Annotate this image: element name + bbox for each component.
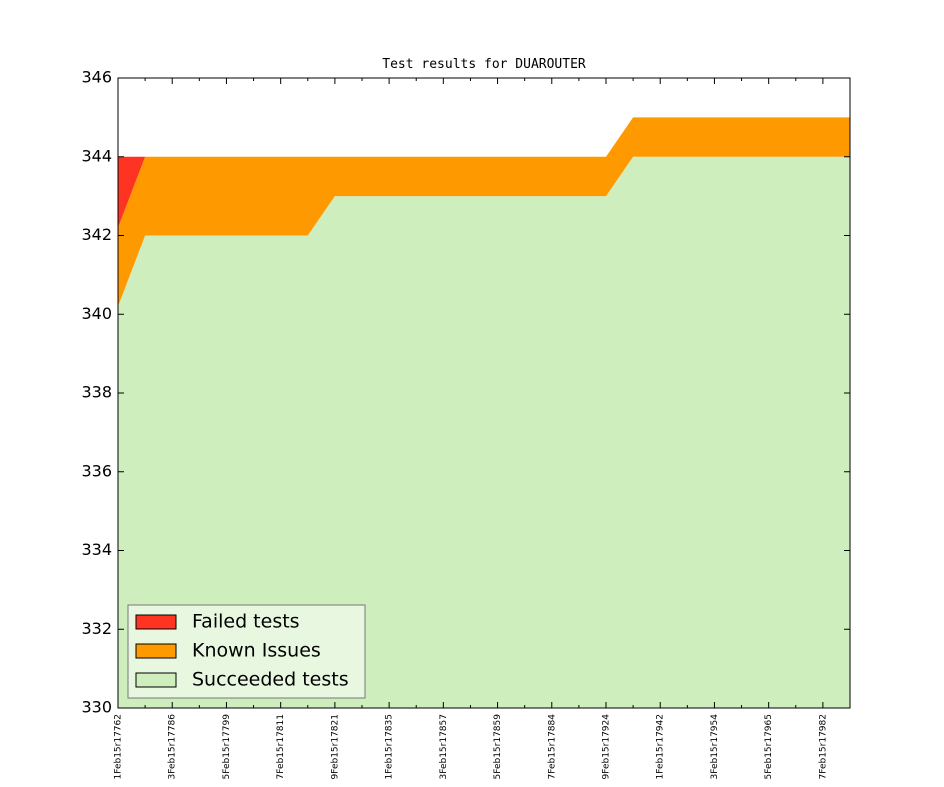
- legend-label: Failed tests: [192, 611, 300, 633]
- y-tick-label: 332: [81, 619, 112, 638]
- x-tick-label: 9Feb15r17924: [602, 714, 612, 780]
- legend-label: Succeeded tests: [192, 669, 349, 691]
- y-tick-label: 340: [81, 304, 112, 323]
- area: [118, 117, 850, 307]
- x-tick-label: 5Feb15r17799: [222, 714, 232, 780]
- y-tick-label: 336: [81, 461, 112, 480]
- chart-title: Test results for DUAROUTER: [382, 57, 586, 72]
- y-tick-label: 344: [81, 146, 112, 165]
- y-tick-label: 338: [81, 383, 112, 402]
- x-tick-label: 5Feb15r17859: [493, 714, 503, 780]
- y-tick-label: 346: [81, 68, 112, 87]
- x-tick-label: 3Feb15r17954: [710, 714, 720, 780]
- x-tick-label: 7Feb15r17982: [818, 714, 828, 779]
- x-tick-label: 3Feb15r17857: [439, 714, 449, 779]
- y-tick-label: 342: [81, 225, 112, 244]
- y-tick-label: 334: [81, 540, 112, 559]
- x-tick-label: 5Feb15r17965: [764, 714, 774, 779]
- legend-swatch: [135, 672, 177, 688]
- legend-swatch: [135, 614, 177, 630]
- x-tick-label: 1Feb15r17762: [114, 714, 124, 779]
- area: [118, 156, 850, 708]
- x-tick-label: 1Feb15r17942: [656, 714, 666, 779]
- x-tick-label: 7Feb15r17811: [276, 714, 286, 779]
- x-tick-label: 1Feb15r17835: [385, 714, 395, 779]
- x-tick-label: 7Feb15r17884: [547, 714, 557, 780]
- x-tick-label: 9Feb15r17821: [330, 714, 340, 779]
- legend-swatch: [135, 643, 177, 659]
- y-tick-label: 330: [81, 698, 112, 717]
- x-tick-label: 3Feb15r17786: [168, 714, 178, 780]
- legend-label: Known Issues: [192, 640, 321, 662]
